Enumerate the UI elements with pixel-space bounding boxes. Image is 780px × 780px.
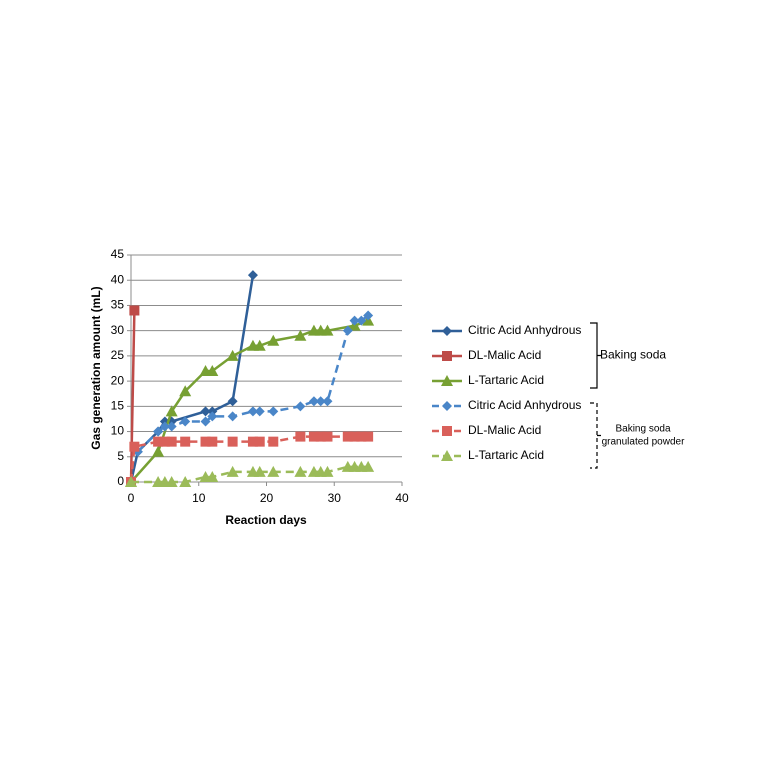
marker — [165, 476, 178, 487]
x-axis-title: Reaction days — [225, 513, 307, 527]
legend-group-label: granulated powder — [602, 437, 686, 448]
y-tick-label: 35 — [111, 298, 125, 312]
marker — [441, 375, 453, 386]
series-line — [129, 274, 255, 483]
marker — [166, 421, 177, 432]
y-tick-label: 45 — [111, 247, 125, 261]
legend-label: L-Tartaric Acid — [468, 373, 544, 387]
marker — [180, 436, 191, 447]
legend-label: Citric Acid Anhydrous — [468, 323, 581, 337]
y-tick-label: 10 — [111, 424, 125, 438]
marker — [322, 431, 333, 442]
marker — [342, 431, 353, 442]
x-tick-label: 20 — [260, 491, 274, 505]
marker — [441, 450, 453, 461]
marker — [180, 416, 191, 427]
y-tick-label: 30 — [111, 323, 125, 337]
y-tick-label: 15 — [111, 399, 125, 413]
marker — [152, 445, 165, 457]
marker — [200, 436, 211, 447]
marker — [321, 324, 334, 336]
x-tick-label: 0 — [128, 491, 135, 505]
marker — [200, 416, 211, 427]
marker — [362, 460, 375, 472]
x-tick-label: 30 — [328, 491, 342, 505]
marker — [349, 431, 360, 442]
y-tick-label: 0 — [117, 474, 124, 488]
marker — [363, 310, 374, 321]
marker — [267, 334, 280, 346]
legend-label: DL-Malic Acid — [468, 423, 541, 437]
marker — [295, 401, 306, 412]
marker — [179, 476, 192, 487]
marker — [247, 270, 258, 281]
marker — [179, 385, 192, 397]
marker — [227, 411, 238, 422]
marker — [207, 436, 218, 447]
marker — [268, 436, 279, 447]
marker — [153, 426, 164, 437]
marker — [254, 436, 265, 447]
marker — [200, 406, 211, 417]
marker — [268, 406, 279, 417]
marker — [294, 465, 307, 477]
marker — [206, 365, 219, 377]
marker — [308, 396, 319, 407]
marker — [267, 465, 280, 477]
marker — [159, 436, 170, 447]
marker — [207, 406, 218, 417]
marker — [363, 431, 374, 442]
marker — [129, 305, 140, 316]
x-tick-label: 40 — [395, 491, 409, 505]
marker — [227, 436, 238, 447]
x-tick-label: 10 — [192, 491, 206, 505]
marker — [206, 470, 219, 482]
y-axis-title: Gas generation amount (mL) — [89, 286, 103, 449]
marker — [295, 431, 306, 442]
marker — [247, 436, 258, 447]
marker — [342, 325, 353, 336]
marker — [315, 431, 326, 442]
marker — [322, 396, 333, 407]
marker — [226, 349, 239, 361]
y-tick-label: 25 — [111, 348, 125, 362]
legend-group-label: Baking soda — [615, 424, 670, 435]
marker — [253, 465, 266, 477]
marker — [294, 329, 307, 341]
marker — [356, 315, 367, 326]
marker — [308, 431, 319, 442]
legend-label: DL-Malic Acid — [468, 348, 541, 362]
marker — [247, 406, 258, 417]
legend-bracket — [590, 402, 602, 469]
marker — [442, 351, 452, 361]
marker — [129, 441, 140, 452]
marker — [356, 431, 367, 442]
y-tick-label: 40 — [111, 272, 125, 286]
series-line — [129, 310, 136, 483]
marker — [253, 339, 266, 351]
marker — [207, 411, 218, 422]
marker — [226, 465, 239, 477]
marker — [166, 436, 177, 447]
marker — [442, 326, 452, 336]
marker — [321, 465, 334, 477]
marker — [125, 476, 137, 487]
series-line — [130, 319, 369, 483]
marker — [442, 401, 452, 411]
marker — [442, 426, 452, 436]
marker — [254, 406, 265, 417]
marker — [165, 405, 178, 417]
legend-bracket — [590, 322, 602, 389]
marker — [153, 436, 164, 447]
marker — [159, 421, 170, 432]
marker — [227, 396, 238, 407]
marker — [349, 315, 360, 326]
legend-label: Citric Acid Anhydrous — [468, 398, 581, 412]
y-tick-label: 20 — [111, 373, 125, 387]
y-tick-label: 5 — [117, 449, 124, 463]
legend-group-label: Baking soda — [600, 348, 666, 362]
legend-label: L-Tartaric Acid — [468, 448, 544, 462]
marker — [315, 396, 326, 407]
